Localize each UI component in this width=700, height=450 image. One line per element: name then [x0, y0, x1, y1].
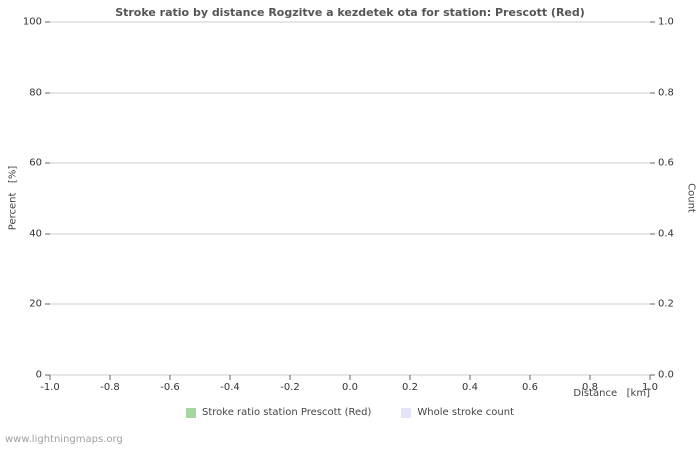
gridline: [50, 233, 650, 235]
x-tick-label: 0.0: [342, 382, 358, 393]
x-axis-tick-mark: [409, 375, 411, 380]
legend-swatch: [401, 407, 412, 418]
legend-label: Whole stroke count: [417, 407, 514, 418]
x-tick-label: 0.8: [582, 382, 598, 393]
left-axis-tick-mark: [45, 162, 50, 164]
x-tick-label: 0.6: [522, 382, 538, 393]
y-left-tick-label: 20: [29, 298, 42, 310]
right-axis-tick-mark: [650, 21, 655, 23]
legend-swatch: [186, 407, 196, 418]
y-left-tick-label: 40: [29, 228, 42, 240]
left-axis-tick-mark: [45, 303, 50, 305]
right-axis-tick-mark: [650, 303, 655, 305]
x-axis-tick-mark: [229, 375, 231, 380]
x-tick-label: 1.0: [642, 382, 658, 393]
left-axis-tick-mark: [45, 233, 50, 235]
legend-item: Whole stroke count: [401, 407, 514, 418]
y-axis-label-left: Percent [%]: [7, 165, 19, 231]
y-right-tick-label: 0.6: [658, 157, 674, 169]
x-axis-tick-mark: [109, 375, 111, 380]
left-axis-tick-mark: [45, 21, 50, 23]
y-left-tick-label: 80: [29, 87, 42, 99]
left-axis-tick-mark: [45, 374, 50, 376]
x-axis-tick-mark: [349, 375, 351, 380]
y-left-tick-label: 60: [29, 157, 42, 169]
legend-item: Stroke ratio station Prescott (Red): [186, 407, 371, 418]
y-left-tick-label: 0: [35, 369, 42, 381]
right-axis-tick-mark: [650, 233, 655, 235]
gridline: [50, 303, 650, 305]
x-axis-tick-mark: [649, 375, 651, 380]
y-right-tick-label: 0.8: [658, 87, 674, 99]
x-axis-tick-mark: [289, 375, 291, 380]
y-right-tick-label: 1.0: [658, 16, 674, 28]
x-axis-tick-mark: [469, 375, 471, 380]
legend-label: Stroke ratio station Prescott (Red): [202, 407, 372, 418]
plot-area: 0 0.0 20 0.2 40 0.4 60 0.6 80 0.8 100 1.0 -1.0 -0.8 -0…: [23, 17, 674, 394]
gridline: [50, 92, 650, 94]
gridline: [50, 162, 650, 164]
x-tick-label: 0.2: [402, 382, 418, 393]
watermark-link[interactable]: www.lightningmaps.org: [5, 434, 123, 445]
y-axis-label-right: Count: [685, 183, 697, 213]
left-axis-tick-mark: [45, 92, 50, 94]
x-tick-label: -0.8: [100, 382, 120, 393]
x-axis-tick-mark: [49, 375, 51, 380]
right-axis-tick-mark: [650, 162, 655, 164]
x-axis-label: Distance [km]: [573, 388, 650, 399]
gridline: [50, 21, 650, 23]
x-tick-label: -0.4: [220, 382, 240, 393]
y-right-tick-label: 0.0: [658, 369, 674, 381]
x-tick-label: -1.0: [40, 382, 60, 393]
x-axis-tick-mark: [589, 375, 591, 380]
right-axis-tick-mark: [650, 92, 655, 94]
x-tick-label: -0.2: [280, 382, 300, 393]
chart-title: Stroke ratio by distance Rogzitve a kezd…: [115, 6, 585, 19]
y-right-tick-label: 0.2: [658, 298, 674, 310]
x-tick-label: 0.4: [462, 382, 478, 393]
y-right-tick-label: 0.4: [658, 228, 674, 240]
x-axis-tick-mark: [169, 375, 171, 380]
right-axis-tick-mark: [650, 374, 655, 376]
y-left-tick-label: 100: [22, 16, 42, 28]
x-tick-label: -0.6: [160, 382, 180, 393]
legend: Stroke ratio station Prescott (Red) Whole…: [0, 407, 700, 418]
x-axis-tick-mark: [529, 375, 531, 380]
